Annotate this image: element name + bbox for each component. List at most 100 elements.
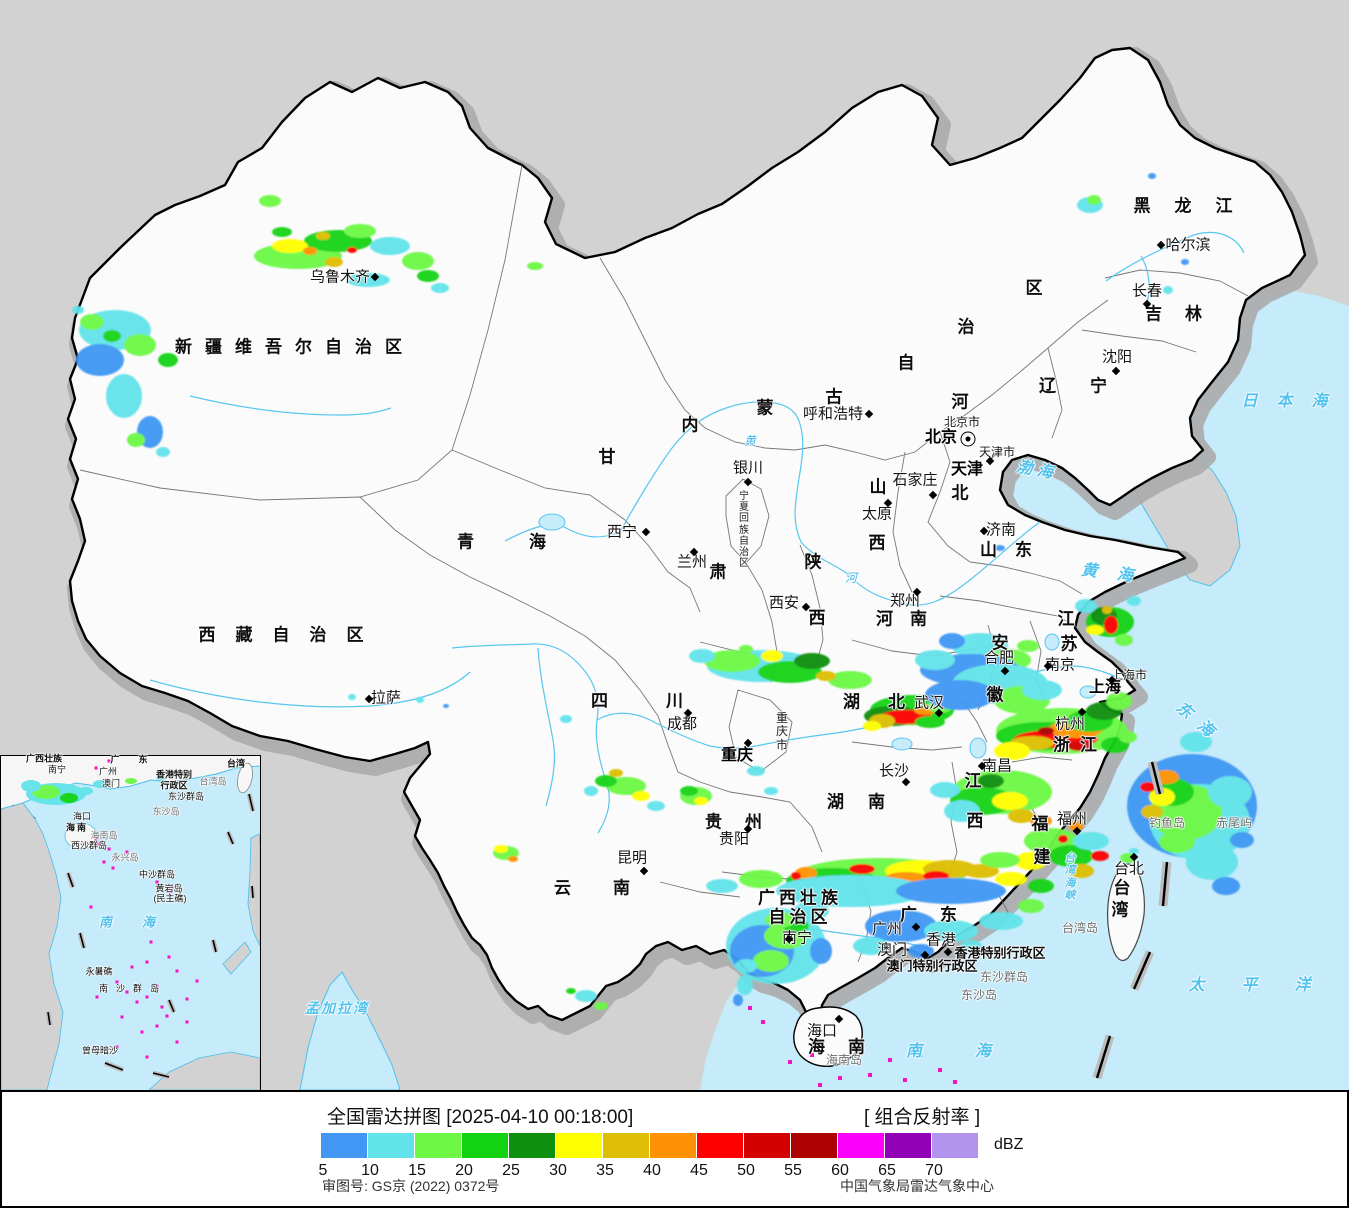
radar-echo — [915, 716, 945, 728]
map-label: 辽宁 — [1039, 376, 1141, 396]
boundary-dash — [79, 932, 85, 949]
city-label: 成都 — [666, 715, 698, 733]
radar-echo — [124, 334, 156, 356]
map-label: 澳门特别行政区 — [886, 958, 978, 974]
island-marker — [185, 997, 189, 1001]
map-label: 台湾海峡 — [1064, 852, 1076, 902]
radar-echo — [1073, 832, 1109, 850]
map-label: 香港特别行政区 — [954, 945, 1046, 961]
city-label: 合肥 — [983, 649, 1015, 667]
boundary-dash — [227, 831, 234, 845]
radar-echo — [995, 872, 1027, 886]
scale-swatch-10 — [368, 1133, 415, 1158]
city-label: 香港 — [925, 931, 957, 949]
island-marker — [918, 1053, 922, 1057]
island-marker — [155, 1024, 159, 1028]
island-marker — [97, 842, 101, 846]
radar-echo — [1140, 782, 1156, 792]
radar-echo — [93, 780, 109, 788]
city-label: 长沙 — [878, 762, 910, 780]
radar-echo — [303, 247, 317, 255]
map-label: 广东 — [900, 905, 980, 925]
bay-of-bengal — [299, 971, 401, 1090]
map-label: 东沙群岛 — [979, 970, 1029, 984]
scale-swatch-25 — [509, 1133, 556, 1158]
scale-swatch-5 — [321, 1133, 368, 1158]
city-label: 重庆 — [720, 747, 754, 764]
island-marker — [155, 880, 159, 884]
boundary-dash — [1095, 1035, 1112, 1079]
island-marker — [160, 1005, 164, 1009]
scale-tick-35: 35 — [596, 1162, 614, 1179]
city-label: 兰州 — [676, 553, 708, 571]
radar-echo — [704, 650, 760, 672]
island-marker — [185, 1020, 189, 1024]
island-marker — [788, 1060, 792, 1064]
map-label: 海南 — [808, 1037, 888, 1057]
radar-echo — [680, 786, 698, 796]
map-label: 青海 — [457, 532, 601, 552]
inset-svg — [1, 756, 260, 1090]
radar-echo — [1141, 805, 1163, 819]
map-label: 肃 — [709, 562, 727, 582]
island-marker — [130, 965, 134, 969]
map-label: 古 — [825, 387, 843, 407]
city-label: 拉萨 — [370, 689, 402, 707]
radar-echo — [1115, 634, 1133, 646]
island-marker — [102, 860, 106, 864]
boundary-dash-layer — [1092, 760, 1172, 1080]
city-label: 福州 — [1056, 810, 1088, 828]
radar-echo — [272, 239, 308, 253]
radar-echo — [1212, 877, 1240, 895]
radar-echo — [1087, 195, 1101, 205]
scale-tick-25: 25 — [502, 1162, 520, 1179]
island-marker — [195, 979, 199, 983]
map-label: 南海 — [98, 914, 186, 930]
city-label: 长春 — [1131, 282, 1163, 300]
map-label: 甘 — [598, 447, 616, 467]
boundary-dash — [152, 1072, 170, 1078]
boundary-dash — [168, 999, 175, 1013]
map-label: 广西壮族 — [758, 888, 842, 908]
radar-echo — [106, 374, 142, 418]
map-label: (民主礁) — [153, 893, 187, 904]
radar-echo — [863, 721, 881, 731]
radar-echo — [776, 875, 926, 907]
approval-number: 审图号: GS京 (2022) 0372号 — [322, 1178, 500, 1194]
radar-echo — [1163, 286, 1173, 294]
scale-swatch-35 — [603, 1133, 650, 1158]
attribution: 中国气象局雷达气象中心 — [840, 1178, 994, 1194]
radar-echo — [794, 653, 830, 669]
radar-echo — [272, 227, 292, 237]
map-label: 山 — [869, 477, 887, 497]
map-label: 海南岛 — [825, 1053, 863, 1067]
map-label: 台 — [1113, 878, 1131, 898]
radar-echo — [747, 766, 765, 776]
radar-echo — [733, 994, 743, 1006]
boundary-dash — [1161, 861, 1169, 907]
radar-echo — [828, 671, 872, 689]
island-marker — [868, 1073, 872, 1077]
radar-echo — [1102, 606, 1112, 614]
scale-swatch-40 — [650, 1133, 697, 1158]
island-marker — [140, 1030, 144, 1034]
island-marker — [170, 885, 174, 889]
map-label: 云南 — [554, 878, 672, 898]
city-label: 西宁 — [606, 523, 638, 541]
inset-taiwan — [237, 762, 253, 794]
radar-echo — [72, 306, 84, 314]
map-label: 江 — [1057, 609, 1075, 629]
map-label: 陕 — [804, 552, 822, 572]
radar-echo — [915, 650, 955, 670]
radar-echo — [325, 257, 343, 267]
radar-echo — [508, 856, 518, 862]
island-marker — [94, 766, 98, 770]
map-label: 湖北 — [843, 692, 933, 712]
island-marker — [888, 1058, 892, 1062]
map-label: 广西壮族 — [25, 753, 63, 764]
boundary-dash — [251, 885, 254, 899]
scale-tick-70: 70 — [925, 1162, 943, 1179]
inset-island-markers — [89, 759, 199, 1059]
map-label: 太平洋 — [1188, 977, 1348, 994]
scale-swatch-60 — [838, 1133, 885, 1158]
